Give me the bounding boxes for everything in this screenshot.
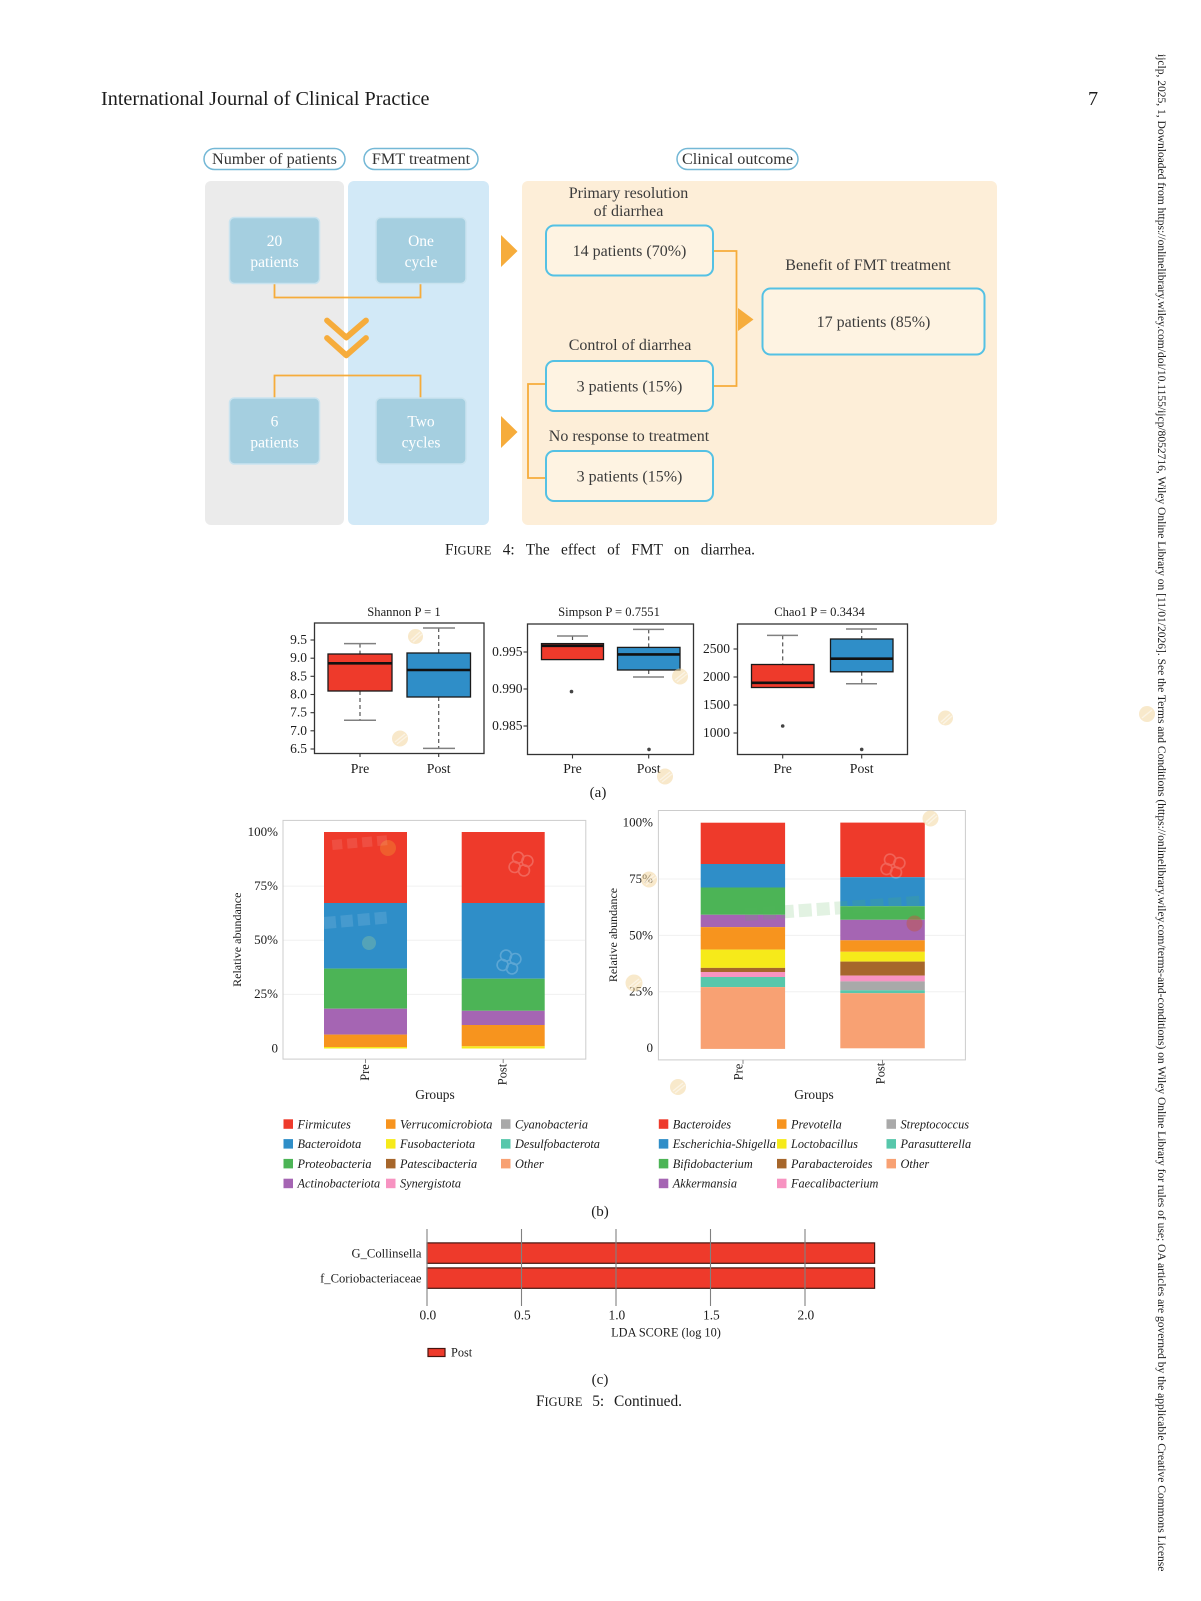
svg-text:One: One <box>408 233 434 250</box>
svg-text:0.990: 0.990 <box>492 681 523 696</box>
svg-text:(b): (b) <box>591 1204 609 1220</box>
svg-text:Bifidobacterium: Bifidobacterium <box>673 1157 753 1171</box>
svg-text:Number of patients: Number of patients <box>212 150 337 168</box>
svg-text:Streptococcus: Streptococcus <box>901 1117 970 1131</box>
svg-text:Actinobacteriota: Actinobacteriota <box>297 1177 381 1191</box>
svg-text:Post: Post <box>637 761 661 776</box>
svg-text:Post: Post <box>451 1346 473 1360</box>
svg-text:f_Coriobacteriaceae: f_Coriobacteriaceae <box>320 1272 422 1286</box>
svg-text:Firmicutes: Firmicutes <box>297 1117 351 1131</box>
svg-text:No response to treatment: No response to treatment <box>549 428 710 445</box>
svg-text:patients: patients <box>250 435 298 452</box>
svg-text:50%: 50% <box>629 927 653 942</box>
svg-text:Akkermansia: Akkermansia <box>672 1177 737 1191</box>
svg-text:3 patients (15%): 3 patients (15%) <box>577 469 683 486</box>
svg-text:Other: Other <box>515 1157 544 1171</box>
svg-text:0.995: 0.995 <box>492 644 523 659</box>
svg-text:17 patients (85%): 17 patients (85%) <box>817 314 931 331</box>
svg-text:Post: Post <box>874 1062 888 1084</box>
svg-text:of diarrhea: of diarrhea <box>594 203 664 220</box>
svg-text:Groups: Groups <box>794 1087 833 1102</box>
svg-text:2.0: 2.0 <box>798 1307 815 1322</box>
svg-text:8.0: 8.0 <box>290 687 307 702</box>
svg-text:Patescibacteria: Patescibacteria <box>399 1157 477 1171</box>
svg-text:Pre: Pre <box>563 761 581 776</box>
svg-text:9.0: 9.0 <box>290 650 307 665</box>
svg-text:1.0: 1.0 <box>609 1307 626 1322</box>
svg-text:Other: Other <box>901 1157 930 1171</box>
svg-text:FIGURE 4: The effect of FMT on: FIGURE 4: The effect of FMT on diarrhea. <box>445 542 755 559</box>
svg-text:LDA SCORE (log 10): LDA SCORE (log 10) <box>611 1326 721 1340</box>
svg-text:14 patients (70%): 14 patients (70%) <box>573 243 687 260</box>
svg-text:Prevotella: Prevotella <box>790 1117 842 1131</box>
svg-text:9.5: 9.5 <box>290 632 307 647</box>
svg-text:Post: Post <box>850 761 874 776</box>
svg-text:Post: Post <box>496 1063 510 1085</box>
svg-text:0: 0 <box>272 1041 279 1056</box>
svg-text:100%: 100% <box>623 815 654 830</box>
svg-text:7.5: 7.5 <box>290 705 307 720</box>
svg-text:Two: Two <box>407 414 435 431</box>
svg-text:Parabacteroides: Parabacteroides <box>790 1157 873 1171</box>
svg-text:1000: 1000 <box>703 725 730 740</box>
svg-text:Cyanobacteria: Cyanobacteria <box>515 1117 588 1131</box>
svg-text:Relative abundance: Relative abundance <box>230 893 244 987</box>
svg-text:cycle: cycle <box>405 254 438 271</box>
svg-text:Faecalibacterium: Faecalibacterium <box>790 1177 879 1191</box>
svg-text:G_Collinsella: G_Collinsella <box>352 1247 422 1261</box>
svg-text:Groups: Groups <box>415 1087 454 1102</box>
svg-text:Primary resolution: Primary resolution <box>569 185 689 202</box>
svg-text:Pre: Pre <box>358 1064 372 1081</box>
svg-text:(c): (c) <box>592 1372 609 1388</box>
svg-text:0.5: 0.5 <box>514 1307 531 1322</box>
svg-text:Control of diarrhea: Control of diarrhea <box>569 337 692 354</box>
svg-text:100%: 100% <box>248 824 279 839</box>
svg-text:Desulfobacterota: Desulfobacterota <box>514 1137 600 1151</box>
svg-text:75%: 75% <box>254 878 278 893</box>
svg-text:0.985: 0.985 <box>492 718 523 733</box>
svg-text:6: 6 <box>271 414 279 431</box>
svg-text:Loctobacillus: Loctobacillus <box>790 1137 858 1151</box>
svg-text:2000: 2000 <box>703 669 730 684</box>
svg-text:Pre: Pre <box>732 1063 746 1080</box>
svg-text:Clinical outcome: Clinical outcome <box>682 150 793 168</box>
svg-text:1500: 1500 <box>703 697 730 712</box>
svg-text:Chao1 P = 0.3434: Chao1 P = 0.3434 <box>774 605 865 619</box>
svg-text:20: 20 <box>267 233 283 250</box>
svg-text:cycles: cycles <box>402 435 441 452</box>
svg-text:patients: patients <box>250 254 298 271</box>
svg-text:Proteobacteria: Proteobacteria <box>297 1157 372 1171</box>
svg-text:FMT treatment: FMT treatment <box>372 150 471 168</box>
svg-text:0.0: 0.0 <box>420 1307 437 1322</box>
svg-text:6.5: 6.5 <box>290 741 307 756</box>
svg-text:Verrucomicrobiota: Verrucomicrobiota <box>400 1117 492 1131</box>
svg-text:Post: Post <box>427 761 451 776</box>
svg-text:1.5: 1.5 <box>703 1307 720 1322</box>
svg-text:Escherichia-Shigella: Escherichia-Shigella <box>672 1137 776 1151</box>
svg-text:0: 0 <box>647 1040 654 1055</box>
svg-text:7.0: 7.0 <box>290 723 307 738</box>
svg-text:Benefit of FMT treatment: Benefit of FMT treatment <box>785 257 951 274</box>
svg-text:3 patients (15%): 3 patients (15%) <box>577 379 683 396</box>
svg-text:2500: 2500 <box>703 641 730 656</box>
svg-text:25%: 25% <box>254 986 278 1001</box>
svg-text:Simpson P = 0.7551: Simpson P = 0.7551 <box>558 605 660 619</box>
svg-text:Pre: Pre <box>773 761 791 776</box>
svg-text:Fusobacteriota: Fusobacteriota <box>399 1137 475 1151</box>
svg-text:Bacteroidota: Bacteroidota <box>298 1137 362 1151</box>
svg-text:(a): (a) <box>590 785 607 801</box>
svg-text:Pre: Pre <box>351 761 369 776</box>
svg-text:Parasutterella: Parasutterella <box>900 1137 972 1151</box>
svg-text:50%: 50% <box>254 932 278 947</box>
svg-text:Synergistota: Synergistota <box>400 1177 461 1191</box>
svg-text:Shannon P = 1: Shannon P = 1 <box>367 605 440 619</box>
svg-text:Relative abundance: Relative abundance <box>606 888 620 982</box>
svg-text:8.5: 8.5 <box>290 668 307 683</box>
svg-text:Bacteroides: Bacteroides <box>673 1117 731 1131</box>
svg-text:FIGURE 5: Continued.: FIGURE 5: Continued. <box>536 1393 682 1410</box>
